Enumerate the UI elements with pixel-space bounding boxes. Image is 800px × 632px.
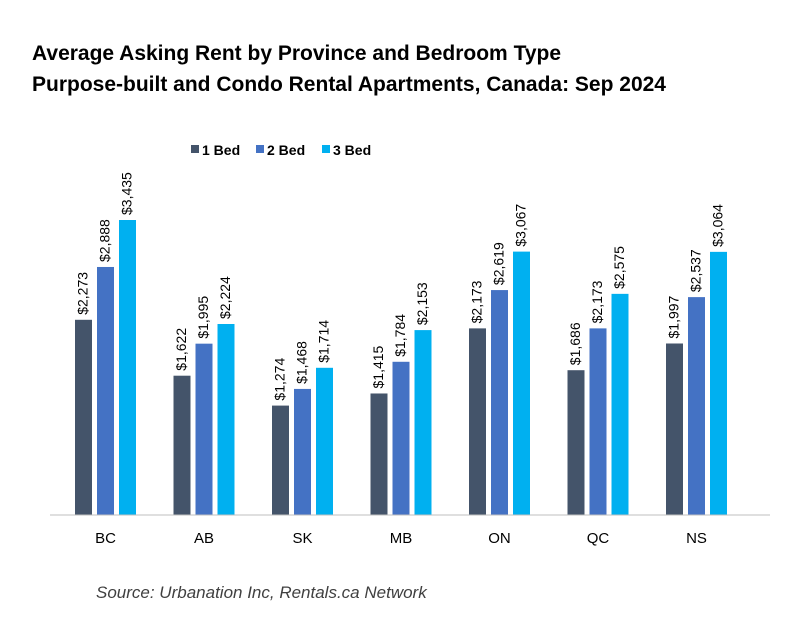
data-label-on-2-bed: $2,619 bbox=[491, 242, 507, 285]
x-tick-label-ab: AB bbox=[194, 530, 214, 547]
bar-ab-2-bed bbox=[195, 343, 213, 515]
data-label-qc-1-bed: $1,686 bbox=[567, 322, 583, 365]
bar-ns-1-bed bbox=[666, 343, 683, 515]
data-label-bc-2-bed: $2,888 bbox=[97, 219, 113, 262]
legend-swatch-2-bed bbox=[256, 145, 264, 153]
legend-label-3-bed: 3 Bed bbox=[333, 142, 371, 158]
data-label-ns-3-bed: $3,064 bbox=[710, 204, 726, 247]
bar-on-1-bed bbox=[469, 328, 486, 515]
legend-swatch-3-bed bbox=[322, 145, 330, 153]
data-label-mb-3-bed: $2,153 bbox=[414, 282, 430, 325]
x-tick-label-qc: QC bbox=[587, 530, 610, 547]
bar-qc-2-bed bbox=[589, 328, 607, 515]
chart-title-line: Average Asking Rent by Province and Bedr… bbox=[32, 42, 562, 65]
x-tick-label-mb: MB bbox=[390, 530, 413, 547]
data-label-qc-2-bed: $2,173 bbox=[589, 280, 605, 323]
bar-bc-3-bed bbox=[119, 220, 136, 515]
x-tick-labels: BC AB SK MB ON QC NS bbox=[95, 530, 707, 547]
data-label-on-1-bed: $2,173 bbox=[469, 280, 485, 323]
legend-label-1-bed: 1 Bed bbox=[202, 142, 240, 158]
bar-ab-1-bed bbox=[173, 375, 191, 515]
data-label-sk-2-bed: $1,468 bbox=[294, 341, 310, 384]
data-label-ns-1-bed: $1,997 bbox=[666, 295, 682, 338]
legend-swatch-1-bed bbox=[191, 145, 199, 153]
bar-mb-1-bed bbox=[370, 393, 388, 515]
legend: 1 Bed 2 Bed 3 Bed bbox=[191, 142, 371, 158]
bar-qc-3-bed bbox=[611, 293, 629, 515]
bar-qc-1-bed bbox=[567, 370, 585, 515]
bar-sk-2-bed bbox=[294, 388, 311, 515]
bar-on-2-bed bbox=[491, 290, 508, 515]
x-tick-label-ns: NS bbox=[686, 530, 707, 547]
data-label-bc-1-bed: $2,273 bbox=[75, 272, 91, 315]
bar-sk-1-bed bbox=[272, 405, 289, 515]
data-label-sk-1-bed: $1,274 bbox=[272, 358, 288, 401]
chart-subtitle-line: Purpose-built and Condo Rental Apartment… bbox=[32, 73, 666, 96]
data-label-mb-1-bed: $1,415 bbox=[370, 345, 386, 388]
data-label-on-3-bed: $3,067 bbox=[513, 204, 529, 247]
x-tick-label-sk: SK bbox=[292, 530, 312, 547]
bar-groups bbox=[75, 220, 727, 516]
bar-bc-2-bed bbox=[97, 266, 114, 515]
bar-on-3-bed bbox=[513, 251, 530, 516]
legend-label-2-bed: 2 Bed bbox=[267, 142, 305, 158]
data-label-ab-1-bed: $1,622 bbox=[173, 328, 189, 371]
source-note: Source: Urbanation Inc, Rentals.ca Netwo… bbox=[96, 583, 427, 602]
bar-mb-2-bed bbox=[392, 361, 410, 515]
data-label-sk-3-bed: $1,714 bbox=[316, 320, 332, 363]
x-tick-label-on: ON bbox=[488, 530, 511, 547]
data-labels: $2,273 $2,888 $3,435 $1,622 $1,995 $2,224 $1,2… bbox=[75, 172, 726, 401]
bar-ab-3-bed bbox=[217, 324, 235, 515]
data-label-qc-3-bed: $2,575 bbox=[611, 246, 627, 289]
data-label-ab-2-bed: $1,995 bbox=[195, 296, 211, 339]
bar-bc-1-bed bbox=[75, 319, 92, 515]
data-label-ab-3-bed: $2,224 bbox=[217, 276, 233, 319]
x-tick-label-bc: BC bbox=[95, 530, 116, 547]
bar-ns-2-bed bbox=[688, 297, 705, 515]
data-label-bc-3-bed: $3,435 bbox=[119, 172, 135, 215]
data-label-mb-2-bed: $1,784 bbox=[392, 314, 408, 357]
bar-sk-3-bed bbox=[316, 367, 333, 515]
data-label-ns-2-bed: $2,537 bbox=[688, 249, 704, 292]
bar-ns-3-bed bbox=[710, 251, 727, 515]
bar-mb-3-bed bbox=[414, 330, 432, 515]
chart-title: Average Asking Rent by Province and Bedr… bbox=[32, 38, 666, 100]
